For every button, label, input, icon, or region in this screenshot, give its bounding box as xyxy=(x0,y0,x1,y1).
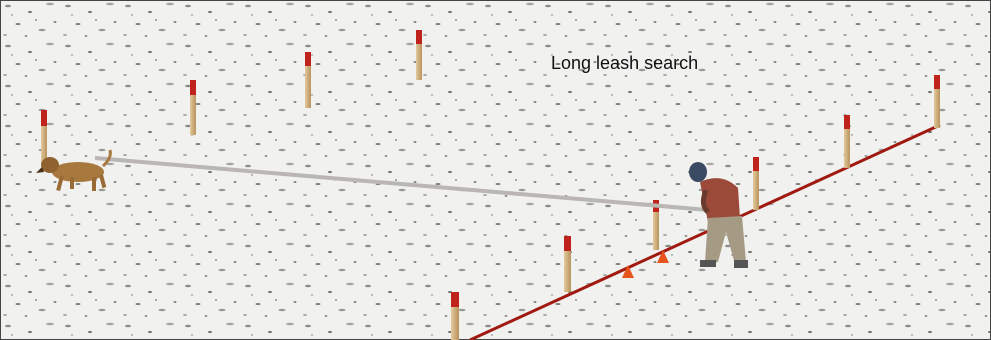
stake xyxy=(190,80,196,135)
stake xyxy=(753,157,759,210)
illustration: Long leash search xyxy=(0,0,991,340)
stake xyxy=(844,115,850,168)
page: {"caption": "Long leash search"} xyxy=(0,0,991,340)
stake xyxy=(416,30,422,80)
caption: Long leash search xyxy=(551,53,698,73)
stake xyxy=(934,75,940,128)
stake xyxy=(305,52,311,108)
stake xyxy=(41,110,47,165)
stake xyxy=(451,292,459,340)
stake xyxy=(564,236,571,292)
